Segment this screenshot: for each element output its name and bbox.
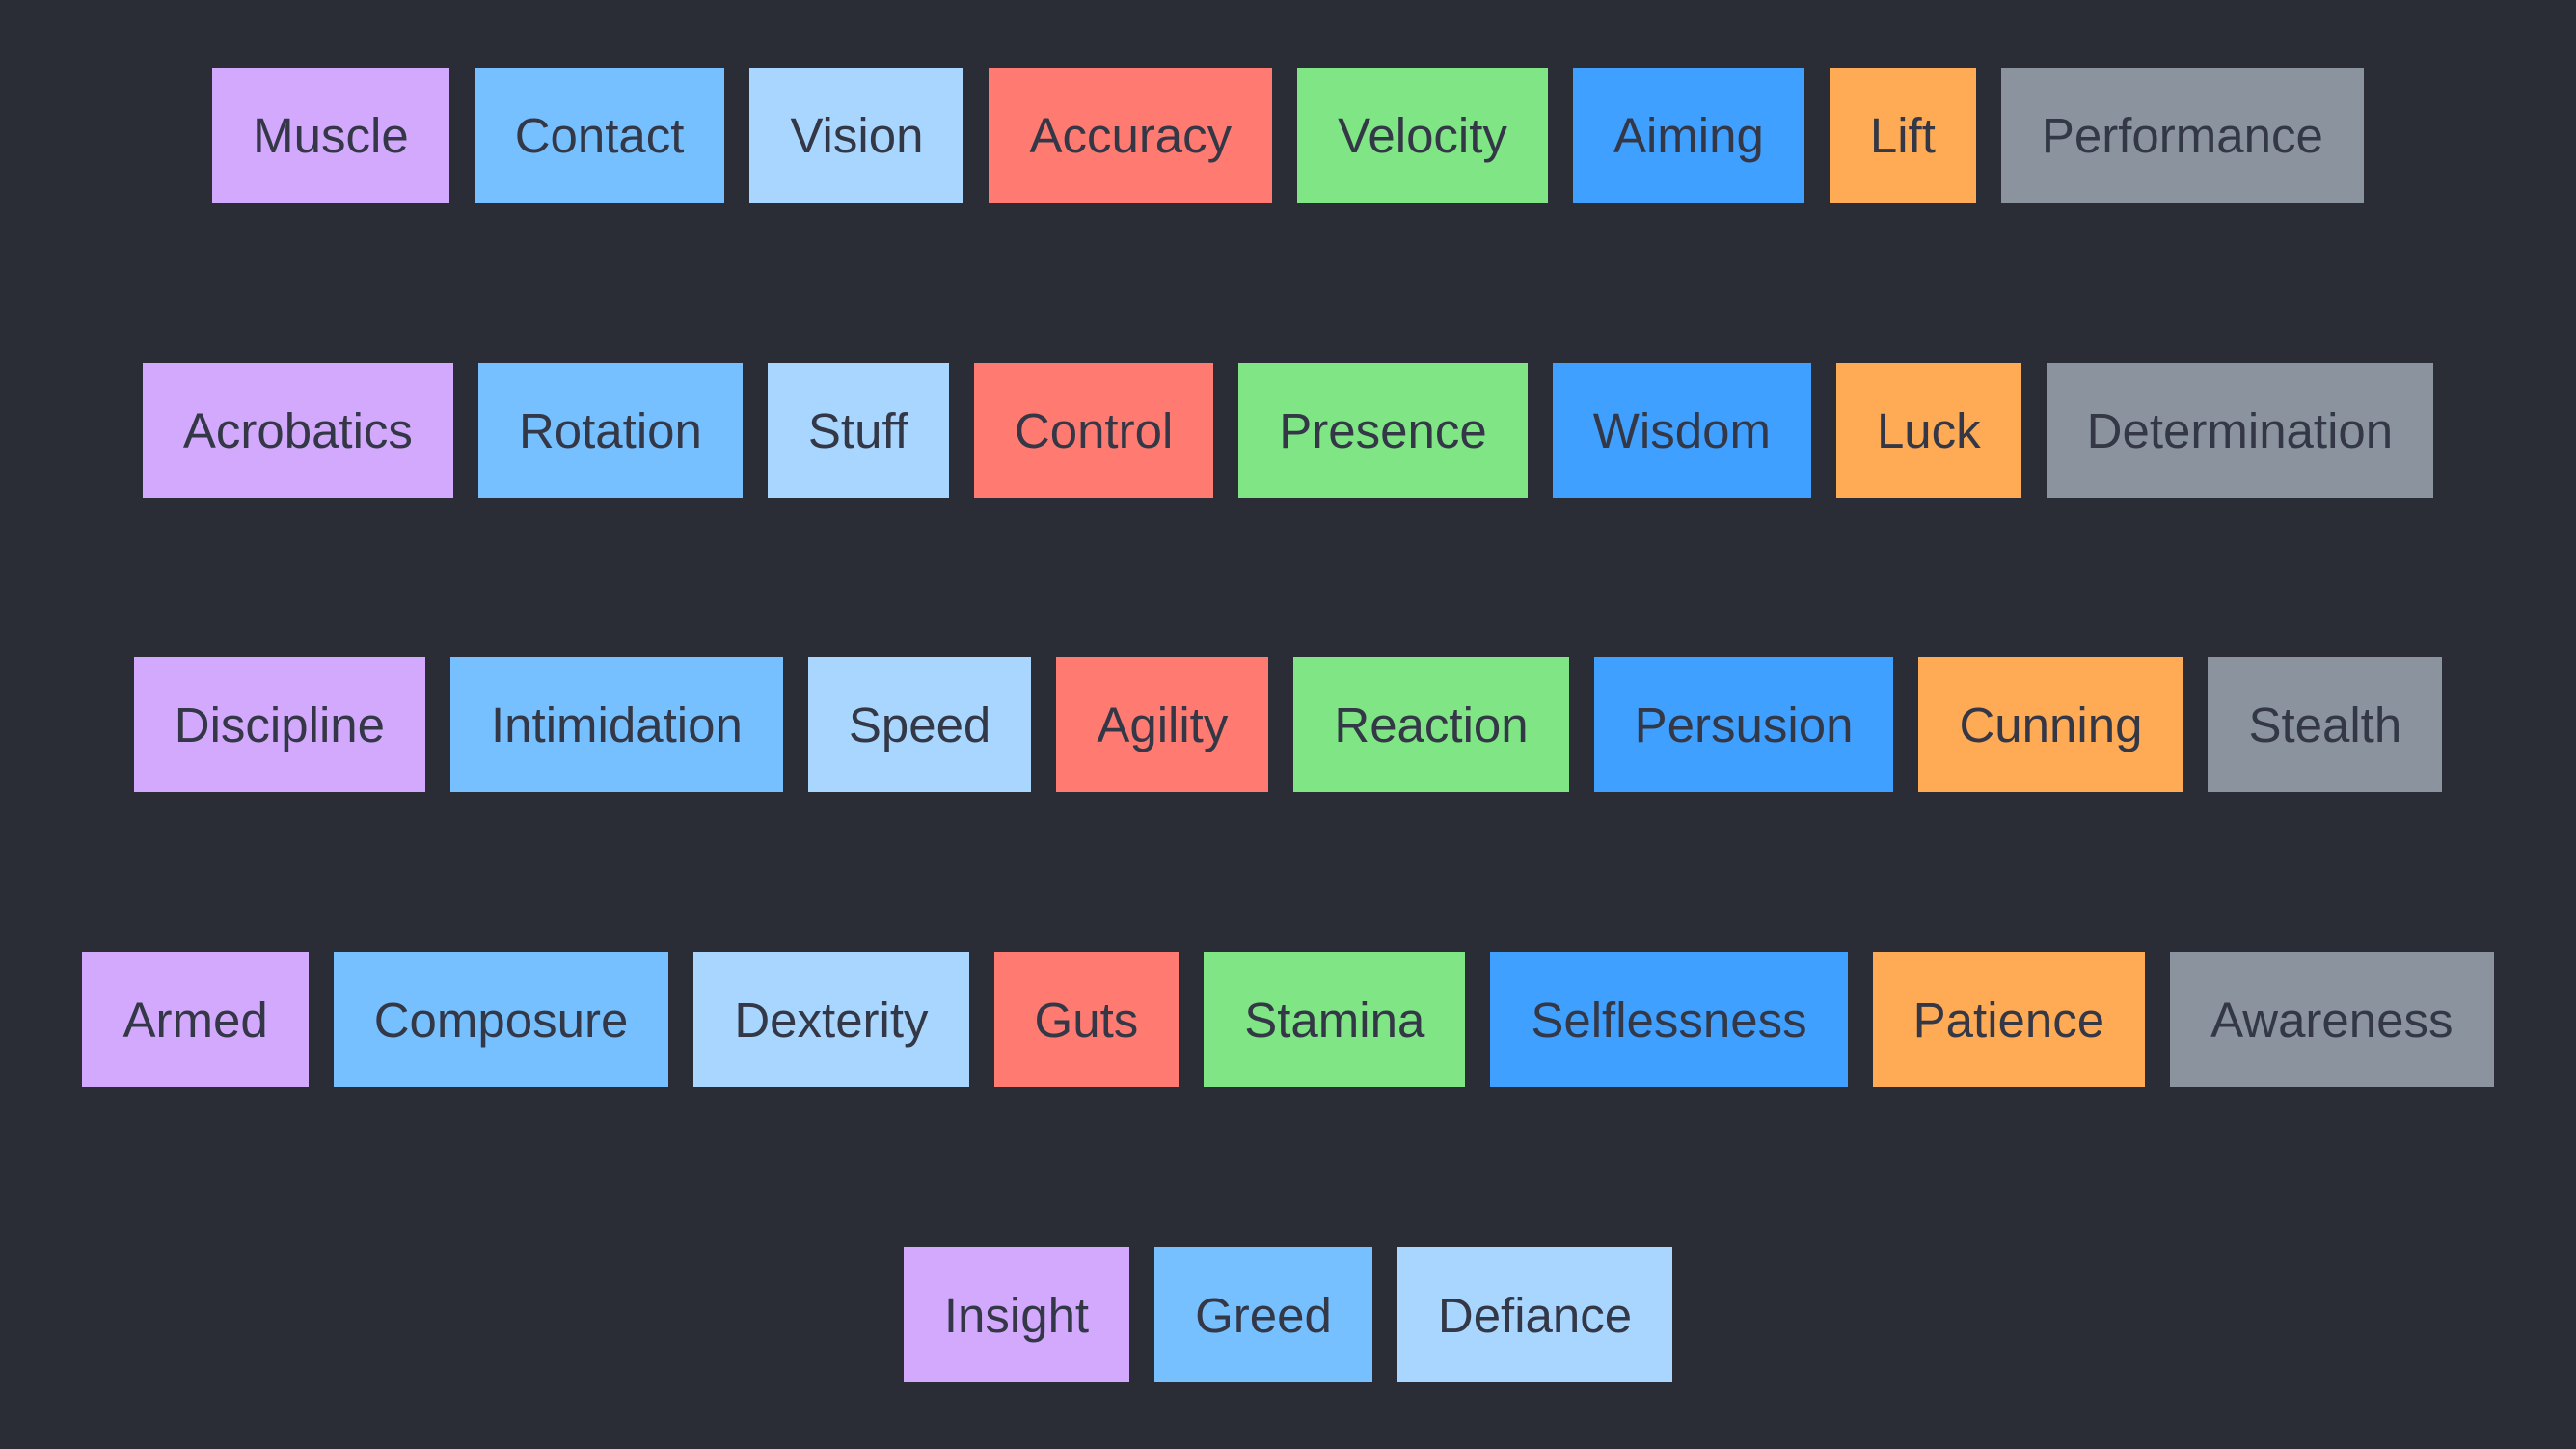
tag-composure[interactable]: Composure [333,952,669,1087]
tag-cunning[interactable]: Cunning [1918,657,2183,792]
tag-greed[interactable]: Greed [1154,1247,1372,1382]
tag-intimidation[interactable]: Intimidation [450,657,783,792]
tag-row-1: Muscle Contact Vision Accuracy Velocity … [0,68,2576,203]
tag-awareness[interactable]: Awareness [2170,952,2494,1087]
tag-dexterity[interactable]: Dexterity [693,952,969,1087]
tag-velocity[interactable]: Velocity [1297,68,1548,203]
tag-contact[interactable]: Contact [474,68,725,203]
tag-reaction[interactable]: Reaction [1293,657,1569,792]
tag-row-5: Insight Greed Defiance [0,1247,2576,1382]
tag-persusion[interactable]: Persusion [1593,657,1894,792]
tag-selflessness[interactable]: Selflessness [1490,952,1848,1087]
tag-determination[interactable]: Determination [2046,363,2434,498]
tag-aiming[interactable]: Aiming [1572,68,1804,203]
tag-speed[interactable]: Speed [807,657,1032,792]
tag-vision[interactable]: Vision [749,68,964,203]
tag-insight[interactable]: Insight [903,1247,1130,1382]
tag-stuff[interactable]: Stuff [767,363,949,498]
tag-rotation[interactable]: Rotation [477,363,743,498]
tag-stamina[interactable]: Stamina [1204,952,1466,1087]
tag-defiance[interactable]: Defiance [1396,1247,1673,1382]
tag-row-3: Discipline Intimidation Speed Agility Re… [0,657,2576,792]
tag-discipline[interactable]: Discipline [133,657,426,792]
tag-performance[interactable]: Performance [2000,68,2364,203]
tag-armed[interactable]: Armed [82,952,309,1087]
tag-presence[interactable]: Presence [1238,363,1528,498]
tag-row-4: Armed Composure Dexterity Guts Stamina S… [0,952,2576,1087]
tag-luck[interactable]: Luck [1835,363,2021,498]
tag-muscle[interactable]: Muscle [212,68,449,203]
tag-wisdom[interactable]: Wisdom [1552,363,1811,498]
tag-control[interactable]: Control [973,363,1214,498]
tag-stealth[interactable]: Stealth [2208,657,2443,792]
tag-row-2: Acrobatics Rotation Stuff Control Presen… [0,363,2576,498]
tag-agility[interactable]: Agility [1056,657,1269,792]
tag-patience[interactable]: Patience [1872,952,2146,1087]
tag-lift[interactable]: Lift [1829,68,1976,203]
tag-accuracy[interactable]: Accuracy [989,68,1273,203]
tag-guts[interactable]: Guts [993,952,1180,1087]
tag-acrobatics[interactable]: Acrobatics [142,363,453,498]
